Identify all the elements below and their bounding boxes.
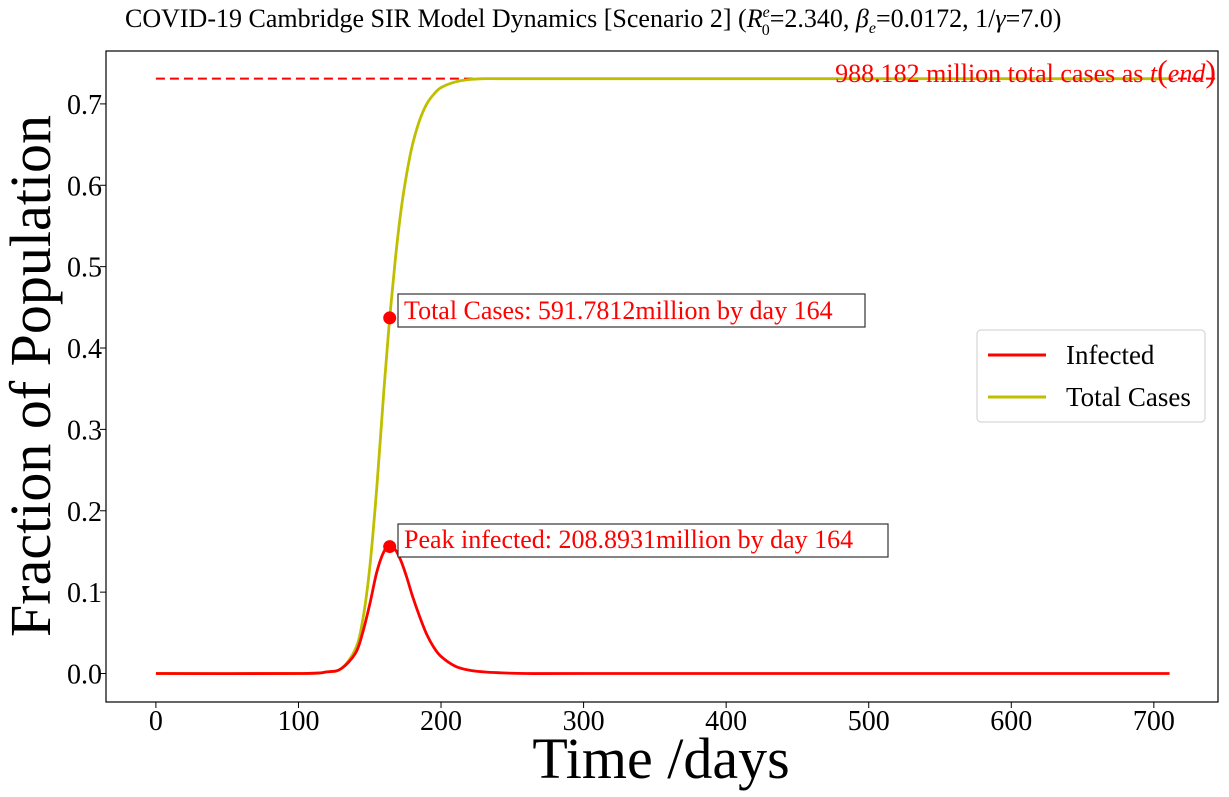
y-tick-label: 0.3 <box>67 415 102 446</box>
y-axis-label: Fraction of Population <box>0 115 63 637</box>
x-tick-label: 500 <box>848 706 890 737</box>
chart-title: COVID-19 Cambridge SIR Model Dynamics [S… <box>125 4 1061 39</box>
total-cases-annotation: Total Cases: 591.7812million by day 164 <box>404 296 833 325</box>
total-cases-annotation-box <box>397 293 866 328</box>
x-tick-label: 400 <box>705 706 747 737</box>
x-axis-ticks: 0 100 200 300 400 500 600 700 <box>149 702 1175 737</box>
y-axis-ticks: 0.0 0.1 0.2 0.3 0.4 0.5 0.6 0.7 <box>67 90 106 691</box>
peak-infected-marker <box>383 540 397 554</box>
total-cases-marker <box>383 311 397 325</box>
plot-frame <box>105 50 1219 703</box>
total-cases-end-annotation: 988.182 million total cases as t(end) <box>835 53 1216 89</box>
y-tick-label: 0.4 <box>67 334 102 365</box>
x-tick-label: 600 <box>990 706 1032 737</box>
x-tick-label: 300 <box>563 706 605 737</box>
legend-total-cases-label: Total Cases <box>1066 382 1191 412</box>
x-axis-label: Time /days <box>532 726 789 791</box>
y-tick-label: 0.0 <box>67 660 102 691</box>
legend: Infected Total Cases <box>976 329 1206 423</box>
y-tick-label: 0.5 <box>67 253 102 284</box>
peak-infected-annotation-box <box>397 523 889 558</box>
x-tick-label: 700 <box>1133 706 1175 737</box>
x-tick-label: 0 <box>149 706 163 737</box>
y-tick-label: 0.1 <box>67 578 102 609</box>
total-cases-series-line <box>155 77 1170 676</box>
x-tick-label: 200 <box>420 706 462 737</box>
y-tick-label: 0.6 <box>67 171 102 202</box>
y-tick-label: 0.2 <box>67 497 102 528</box>
peak-infected-annotation: Peak infected: 208.8931million by day 16… <box>404 525 853 554</box>
x-tick-label: 100 <box>277 706 319 737</box>
legend-infected-label: Infected <box>1066 340 1155 370</box>
infected-series-line <box>155 545 1170 676</box>
legend-box <box>976 329 1206 423</box>
series-lines <box>155 77 1170 676</box>
y-tick-label: 0.7 <box>67 90 102 121</box>
